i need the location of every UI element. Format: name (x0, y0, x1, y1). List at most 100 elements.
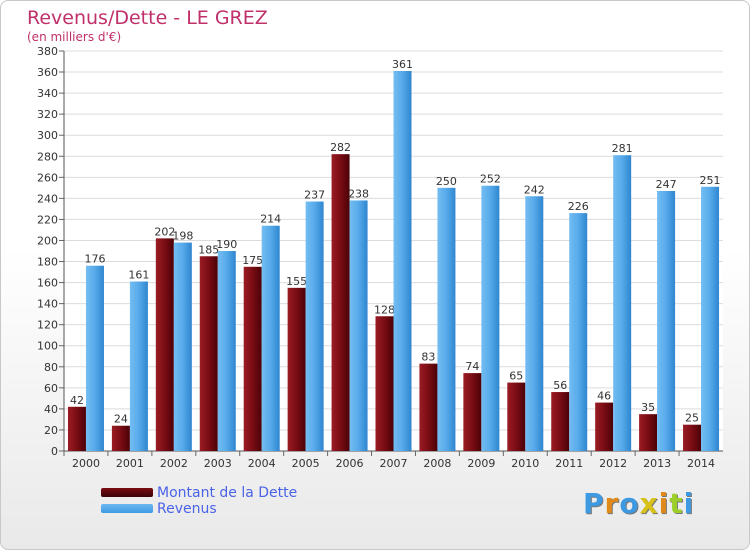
bar-dette (243, 266, 262, 451)
bar-revenus (437, 187, 456, 451)
data-label-dette: 83 (421, 351, 435, 364)
bar-revenus (393, 71, 412, 451)
bar-dette (595, 402, 614, 451)
y-tick-label: 300 (37, 129, 58, 142)
y-tick-label: 160 (37, 277, 58, 290)
bar-revenus (173, 242, 192, 451)
data-label-dette: 25 (685, 412, 699, 425)
y-tick-label: 140 (37, 298, 58, 311)
y-tick-label: 120 (37, 319, 58, 332)
y-tick-label: 240 (37, 192, 58, 205)
data-label-revenus: 176 (84, 253, 105, 266)
bar-revenus (261, 225, 280, 451)
bar-revenus (217, 251, 236, 451)
bar-revenus (305, 201, 324, 451)
x-tick-label: 2009 (467, 457, 495, 470)
bar-revenus (569, 213, 588, 451)
data-label-dette: 56 (553, 379, 567, 392)
y-tick-label: 20 (44, 424, 58, 437)
bar-dette (331, 154, 350, 451)
chart-title: Revenus/Dette - LE GREZ (27, 7, 268, 29)
bar-dette (419, 363, 438, 451)
x-tick-label: 2006 (336, 457, 364, 470)
y-tick-label: 340 (37, 87, 58, 100)
legend-label-dette: Montant de la Dette (157, 485, 298, 501)
bar-revenus (481, 185, 500, 451)
y-tick-label: 40 (44, 403, 58, 416)
data-label-revenus: 226 (568, 200, 589, 213)
x-tick-label: 2003 (204, 457, 232, 470)
y-tick-label: 200 (37, 234, 58, 247)
data-label-dette: 155 (286, 275, 307, 288)
bar-dette (67, 406, 86, 451)
data-label-dette: 202 (154, 225, 175, 238)
bar-dette (287, 287, 306, 451)
x-tick-label: 2010 (511, 457, 539, 470)
bar-revenus (129, 281, 148, 451)
data-label-dette: 42 (70, 394, 84, 407)
legend-label-revenus: Revenus (157, 501, 217, 517)
x-tick-label: 2000 (72, 457, 100, 470)
data-label-revenus: 247 (656, 178, 677, 191)
data-label-revenus: 238 (348, 187, 369, 200)
bar-revenus (701, 186, 720, 451)
legend-swatch-revenus (101, 504, 153, 513)
bar-dette (199, 256, 218, 451)
y-tick-label: 220 (37, 213, 58, 226)
data-label-dette: 128 (374, 303, 395, 316)
data-label-revenus: 251 (700, 174, 721, 187)
y-tick-label: 0 (51, 445, 58, 458)
data-label-revenus: 242 (524, 183, 545, 196)
legend-swatch-dette (101, 488, 153, 497)
bar-revenus (525, 196, 544, 451)
x-tick-label: 2008 (423, 457, 451, 470)
data-label-revenus: 250 (436, 175, 457, 188)
proxiti-logo: Proxiti (583, 487, 695, 520)
data-label-dette: 24 (114, 413, 128, 426)
x-tick-label: 2001 (116, 457, 144, 470)
chart-subtitle: (en milliers d'€) (27, 30, 122, 44)
y-tick-label: 260 (37, 171, 58, 184)
bar-revenus (85, 265, 104, 451)
data-label-dette: 35 (641, 401, 655, 414)
bar-revenus (657, 191, 676, 451)
x-tick-label: 2012 (599, 457, 627, 470)
data-label-revenus: 214 (260, 213, 281, 226)
y-tick-label: 80 (44, 361, 58, 374)
bar-dette (155, 238, 174, 451)
data-label-dette: 282 (330, 141, 351, 154)
bar-dette (463, 373, 482, 451)
data-label-dette: 175 (242, 254, 263, 267)
x-tick-label: 2002 (160, 457, 188, 470)
data-label-revenus: 361 (392, 58, 413, 71)
data-label-dette: 185 (198, 243, 219, 256)
data-label-dette: 74 (465, 360, 479, 373)
data-label-revenus: 198 (172, 230, 193, 243)
bar-dette (683, 424, 702, 451)
y-tick-label: 360 (37, 66, 58, 79)
data-label-dette: 65 (509, 370, 523, 383)
x-tick-label: 2004 (248, 457, 276, 470)
y-tick-label: 380 (37, 45, 58, 58)
x-tick-label: 2014 (687, 457, 715, 470)
y-tick-label: 280 (37, 150, 58, 163)
y-tick-label: 180 (37, 256, 58, 269)
data-label-revenus: 161 (128, 269, 149, 282)
data-label-dette: 46 (597, 390, 611, 403)
y-tick-label: 100 (37, 340, 58, 353)
data-label-revenus: 190 (216, 238, 237, 251)
bar-dette (551, 392, 570, 451)
bar-dette (507, 382, 526, 451)
bar-dette (111, 425, 130, 451)
x-tick-label: 2011 (555, 457, 583, 470)
data-label-revenus: 281 (612, 142, 633, 155)
y-tick-label: 320 (37, 108, 58, 121)
x-tick-label: 2013 (643, 457, 671, 470)
x-tick-label: 2005 (292, 457, 320, 470)
y-tick-label: 60 (44, 382, 58, 395)
x-tick-label: 2007 (380, 457, 408, 470)
data-label-revenus: 252 (480, 173, 501, 186)
data-label-revenus: 237 (304, 189, 325, 202)
bar-revenus (349, 200, 368, 451)
